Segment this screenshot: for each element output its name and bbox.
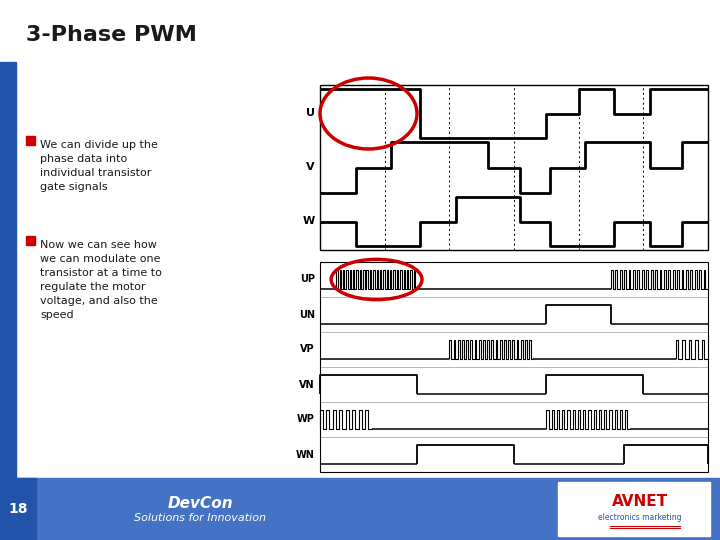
Text: Now we can see how: Now we can see how — [40, 240, 157, 250]
Bar — [320, 262, 708, 472]
Bar — [0, 62, 16, 478]
Text: UN: UN — [299, 309, 315, 320]
Text: phase data into: phase data into — [40, 154, 127, 164]
Text: transistor at a time to: transistor at a time to — [40, 268, 162, 278]
Text: WN: WN — [296, 449, 315, 460]
Bar — [0, 478, 720, 540]
Text: individual transistor: individual transistor — [40, 168, 151, 178]
Text: regulate the motor: regulate the motor — [40, 282, 145, 292]
Text: speed: speed — [40, 310, 73, 320]
Text: we can modulate one: we can modulate one — [40, 254, 161, 264]
Text: electronics marketing: electronics marketing — [598, 514, 682, 523]
Text: VN: VN — [300, 380, 315, 389]
Text: U: U — [306, 109, 315, 118]
Bar — [558, 482, 710, 536]
Text: V: V — [307, 163, 315, 172]
Bar — [26, 236, 35, 245]
Text: VP: VP — [300, 345, 315, 354]
Text: voltage, and also the: voltage, and also the — [40, 296, 158, 306]
Bar — [0, 478, 36, 540]
Text: W: W — [302, 217, 315, 226]
Text: UP: UP — [300, 274, 315, 285]
Text: 3-Phase PWM: 3-Phase PWM — [26, 25, 197, 45]
Text: Solutions for Innovation: Solutions for Innovation — [134, 513, 266, 523]
Text: 18: 18 — [8, 502, 28, 516]
Bar — [26, 136, 35, 145]
Text: AVNET: AVNET — [612, 495, 668, 510]
Text: gate signals: gate signals — [40, 182, 107, 192]
Bar — [320, 85, 708, 250]
Text: WP: WP — [297, 415, 315, 424]
Text: We can divide up the: We can divide up the — [40, 140, 158, 150]
Text: DevCon: DevCon — [167, 496, 233, 510]
